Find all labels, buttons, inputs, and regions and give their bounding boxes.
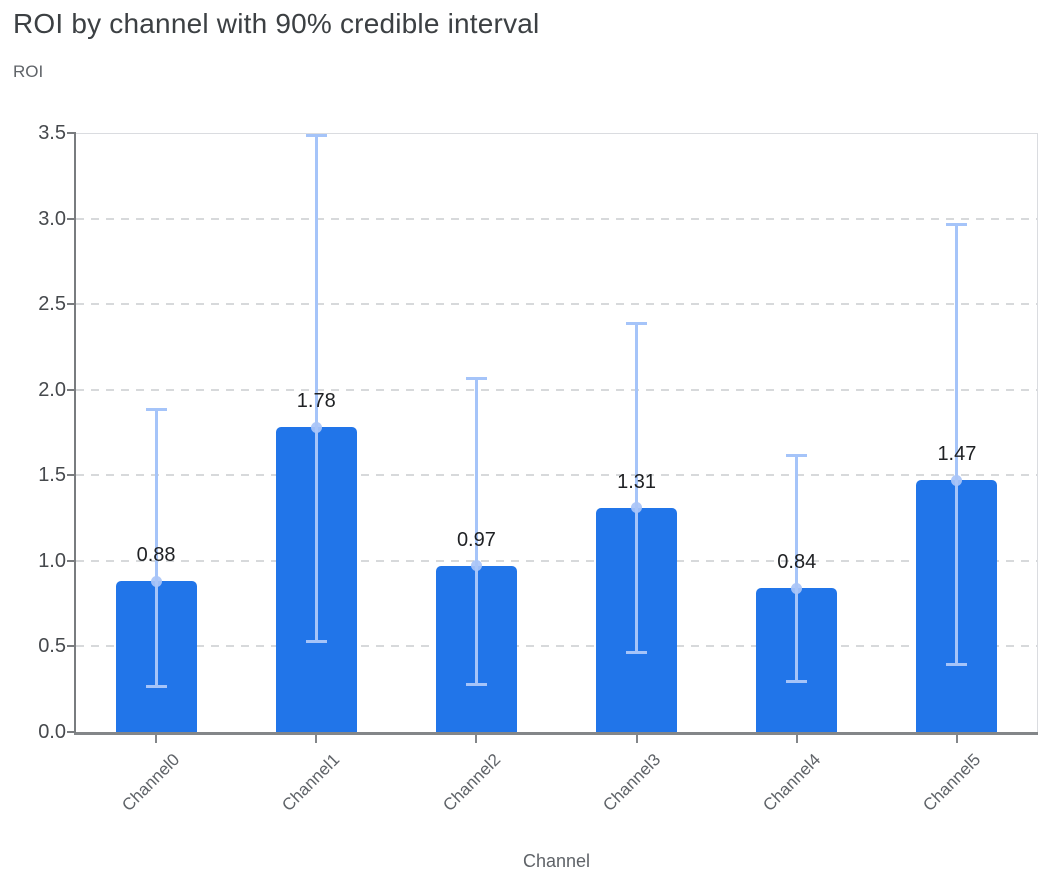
y-tick-label-2.0: 2.0 <box>38 378 66 401</box>
gridline-1.5 <box>76 474 1037 477</box>
error-bar-channel5 <box>955 223 959 664</box>
y-tick-mark-3.5 <box>67 132 76 134</box>
error-cap-top-channel1 <box>305 133 327 137</box>
x-tick-label-channel2: Channel2 <box>438 750 504 815</box>
error-bar-channel0 <box>154 408 158 686</box>
value-label-channel5: 1.47 <box>937 443 977 466</box>
y-tick-label-0.5: 0.5 <box>38 635 66 658</box>
y-tick-label-1.5: 1.5 <box>38 464 66 487</box>
y-tick-mark-2.0 <box>67 388 76 391</box>
x-tick-mark-channel5 <box>955 735 958 743</box>
x-tick-mark-channel4 <box>795 735 798 743</box>
gridline-3.0 <box>76 217 1037 220</box>
error-cap-bottom-channel3 <box>626 650 648 654</box>
error-cap-bottom-channel4 <box>786 679 808 683</box>
point-marker-channel0 <box>150 575 162 587</box>
gridline-1.0 <box>76 559 1037 562</box>
value-label-channel0: 0.88 <box>136 544 176 567</box>
point-marker-channel3 <box>631 502 643 514</box>
gridline-2.0 <box>76 388 1037 391</box>
y-tick-mark-1.5 <box>67 474 76 477</box>
y-tick-label-1.0: 1.0 <box>38 549 66 572</box>
chart-title: ROI by channel with 90% credible interva… <box>13 8 540 39</box>
plot-border-top <box>76 133 1037 134</box>
x-tick-mark-channel3 <box>635 735 638 743</box>
value-label-channel3: 1.31 <box>617 470 657 493</box>
error-cap-top-channel5 <box>946 222 968 226</box>
error-cap-bottom-channel0 <box>145 684 167 688</box>
y-tick-mark-3.0 <box>67 217 76 220</box>
error-bar-channel1 <box>314 134 318 642</box>
point-marker-channel4 <box>791 582 803 594</box>
y-tick-mark-2.5 <box>67 303 76 306</box>
x-tick-mark-channel1 <box>315 735 318 743</box>
y-tick-label-0.0: 0.0 <box>38 721 66 743</box>
error-cap-bottom-channel2 <box>465 683 487 687</box>
error-cap-bottom-channel1 <box>305 640 327 644</box>
error-cap-top-channel4 <box>786 453 808 457</box>
point-marker-channel1 <box>310 421 322 433</box>
y-tick-label-2.5: 2.5 <box>38 293 66 316</box>
x-tick-mark-channel2 <box>475 735 478 743</box>
error-cap-top-channel0 <box>145 407 167 411</box>
error-bar-channel2 <box>474 377 478 685</box>
plot-border-right <box>1037 133 1038 732</box>
gridline-0.5 <box>76 645 1037 648</box>
x-axis-line <box>74 732 1038 735</box>
y-tick-label-3.5: 3.5 <box>38 122 66 144</box>
plot-area: 0.88 1.78 0.97 1.31 0.84 1.47 <box>76 133 1037 732</box>
error-bar-channel3 <box>635 322 639 652</box>
x-tick-mark-channel0 <box>155 735 158 743</box>
error-cap-top-channel2 <box>465 376 487 380</box>
gridline-2.5 <box>76 303 1037 306</box>
y-tick-mark-1.0 <box>67 559 76 562</box>
error-cap-top-channel3 <box>626 321 648 325</box>
x-tick-label-channel4: Channel4 <box>759 750 825 815</box>
value-label-channel1: 1.78 <box>296 390 336 413</box>
y-tick-mark-0.5 <box>67 645 76 648</box>
point-marker-channel2 <box>470 560 482 572</box>
x-tick-label-channel3: Channel3 <box>599 750 665 815</box>
value-label-channel4: 0.84 <box>777 551 817 574</box>
x-tick-label-channel5: Channel5 <box>919 750 985 815</box>
point-marker-channel5 <box>951 474 963 486</box>
x-tick-label-channel1: Channel1 <box>278 750 344 815</box>
value-label-channel2: 0.97 <box>456 528 496 551</box>
y-axis-line <box>74 133 76 732</box>
x-tick-label-channel0: Channel0 <box>118 750 184 815</box>
error-cap-bottom-channel5 <box>946 662 968 666</box>
y-tick-mark-0.0 <box>67 731 76 733</box>
x-axis-title: Channel <box>522 851 591 871</box>
error-bar-channel4 <box>795 454 799 681</box>
y-axis-title: ROI <box>13 62 44 81</box>
y-tick-label-3.0: 3.0 <box>38 207 66 230</box>
